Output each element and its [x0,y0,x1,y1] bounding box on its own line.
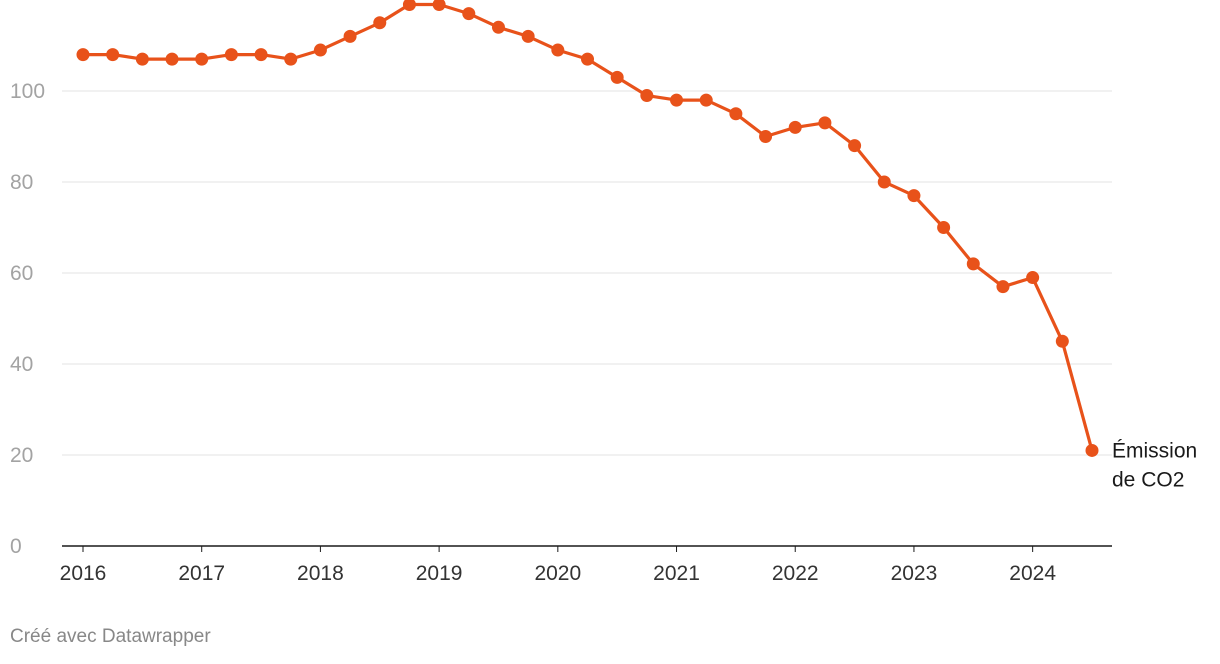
data-point [848,139,862,153]
data-point [195,52,209,66]
data-point [670,93,684,107]
data-point [76,48,90,62]
data-point [106,48,120,62]
data-point [699,93,713,107]
y-tick-label: 60 [10,262,33,285]
x-tick-label: 2018 [297,562,344,585]
data-point [818,116,832,130]
credit-text: Créé avec Datawrapper [10,626,211,647]
data-point [373,16,387,30]
y-axis: 0 20 40 60 80 100 [10,80,45,558]
data-point [1026,271,1040,285]
data-point [254,48,268,62]
data-point [462,7,476,21]
data-point [937,221,951,234]
y-tick-label: 20 [10,444,33,467]
y-tick-label: 0 [10,535,22,558]
data-point [165,52,179,66]
data-point [640,89,654,103]
series-label-line: de CO2 [1112,468,1184,491]
data-point [402,0,416,12]
data-point [581,52,594,66]
data-point [432,0,446,12]
data-point [788,120,802,134]
data-point [224,48,238,62]
x-tick-label: 2017 [178,562,225,585]
x-tick-label: 2016 [60,562,107,585]
series-emission-co2 [76,0,1099,457]
data-point [729,107,743,121]
y-tick-label: 40 [10,353,33,376]
data-point [610,70,624,84]
data-point [284,52,298,66]
data-point [343,29,357,43]
data-point [907,189,921,203]
gridlines [62,90,1112,456]
data-point [966,257,980,271]
data-point [1055,334,1069,348]
x-tick-label: 2021 [653,562,700,585]
data-point [877,175,891,189]
x-axis: 2016 2017 2018 2019 2020 2021 2022 2023 2024 [60,546,1056,585]
data-point [996,280,1010,294]
data-point [551,43,565,57]
data-point [491,20,505,34]
x-tick-label: 2022 [772,562,819,585]
x-tick-label: 2019 [416,562,463,585]
x-tick-label: 2020 [534,562,581,585]
data-point [313,43,327,57]
x-tick-label: 2023 [891,562,938,585]
y-tick-label: 100 [10,80,45,103]
series-label-line: Émission [1112,439,1197,462]
y-tick-label: 80 [10,171,33,194]
data-point [759,130,773,143]
series-label: Émission de CO2 [1112,439,1197,491]
x-tick-label: 2024 [1009,562,1056,585]
data-point [521,29,535,43]
data-point [135,52,149,66]
data-point [1085,443,1099,457]
